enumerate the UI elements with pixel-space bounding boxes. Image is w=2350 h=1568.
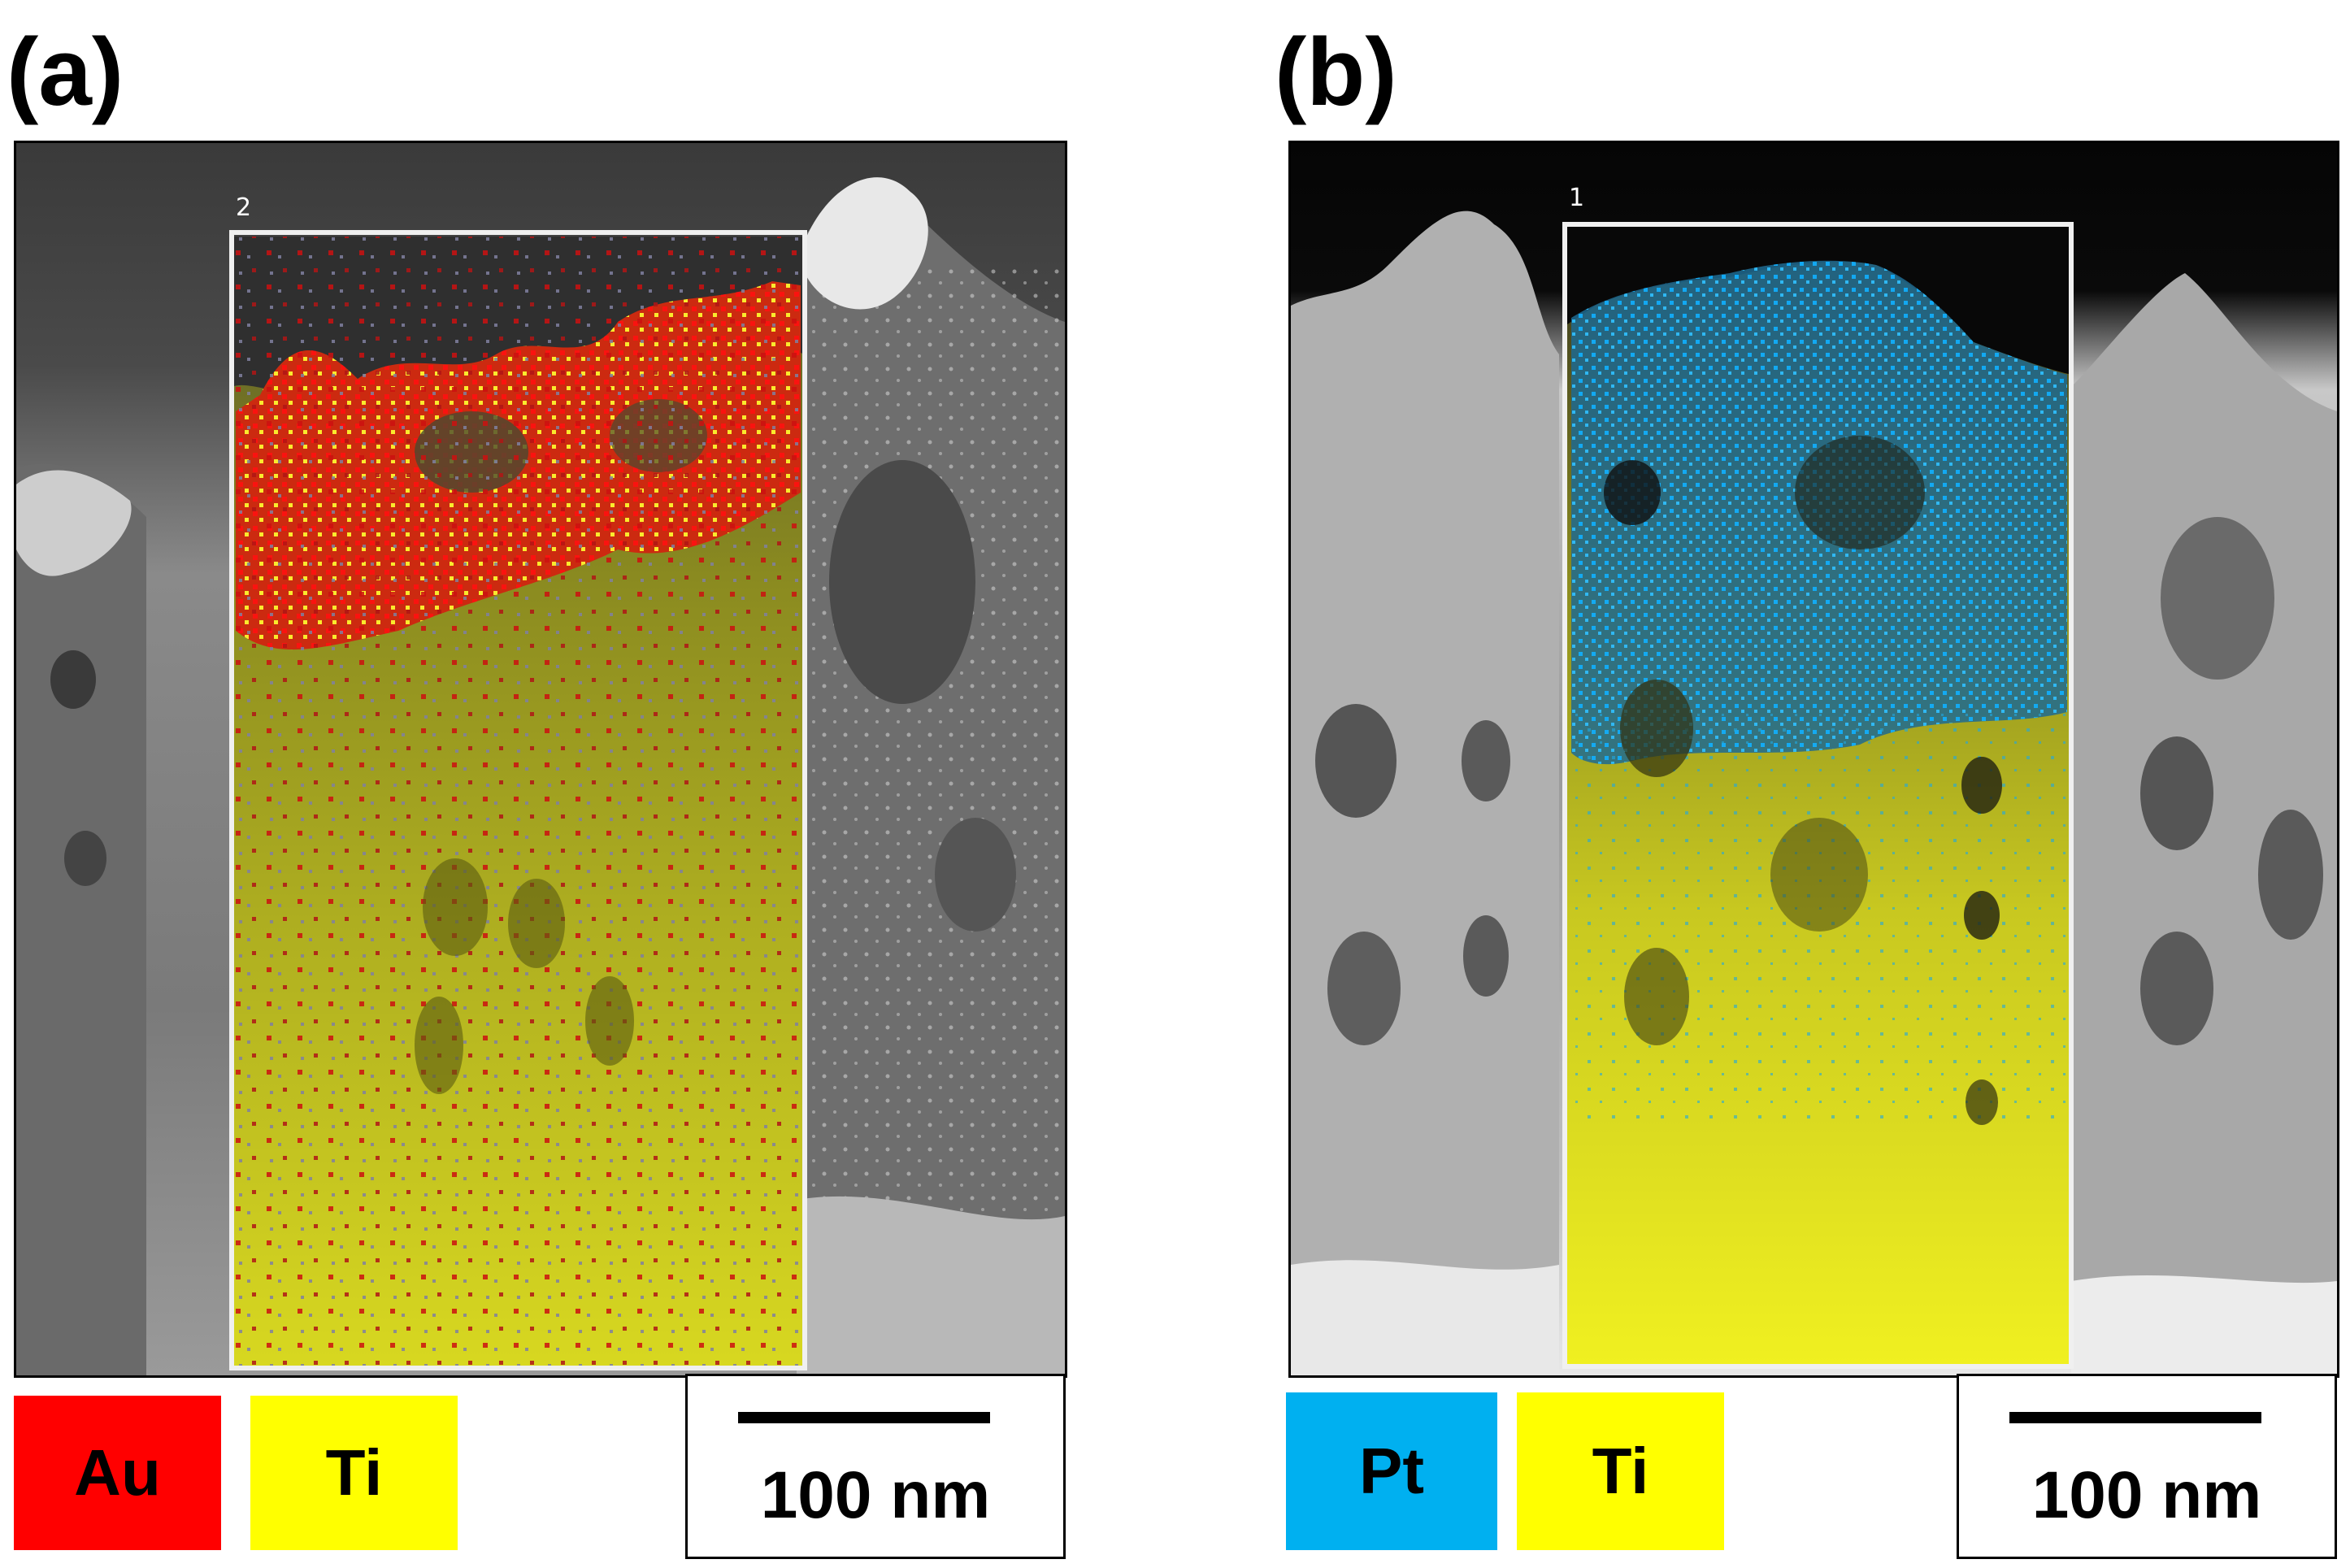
panel-a-micrograph: 2 [14,141,1067,1378]
legend-label-ti: Ti [1592,1435,1649,1507]
panel-b-label: (b) [1275,19,1397,126]
panel-a-tem-image [16,143,1065,1375]
legend-label-pt: Pt [1359,1435,1424,1507]
scale-bar-label: 100 nm [760,1458,991,1532]
legend-swatch-ti: Ti [250,1396,458,1550]
roi-number: 1 [1569,184,1585,212]
legend-swatch-au: Au [14,1396,221,1550]
scale-bar [738,1412,990,1423]
roi-number: 2 [236,193,252,222]
scale-bar-box: 100 nm [685,1374,1066,1559]
legend-swatch-pt: Pt [1286,1392,1497,1550]
panel-b-tem-image [1291,143,2337,1375]
legend-swatch-ti: Ti [1517,1392,1724,1550]
scale-bar-label: 100 nm [2031,1458,2262,1532]
legend-label-ti: Ti [325,1436,383,1509]
scale-bar [2009,1412,2261,1423]
legend-label-au: Au [74,1436,161,1509]
panel-b-micrograph: 1 [1288,141,2339,1378]
scale-bar-box: 100 nm [1957,1374,2337,1559]
panel-a-label: (a) [7,19,124,126]
